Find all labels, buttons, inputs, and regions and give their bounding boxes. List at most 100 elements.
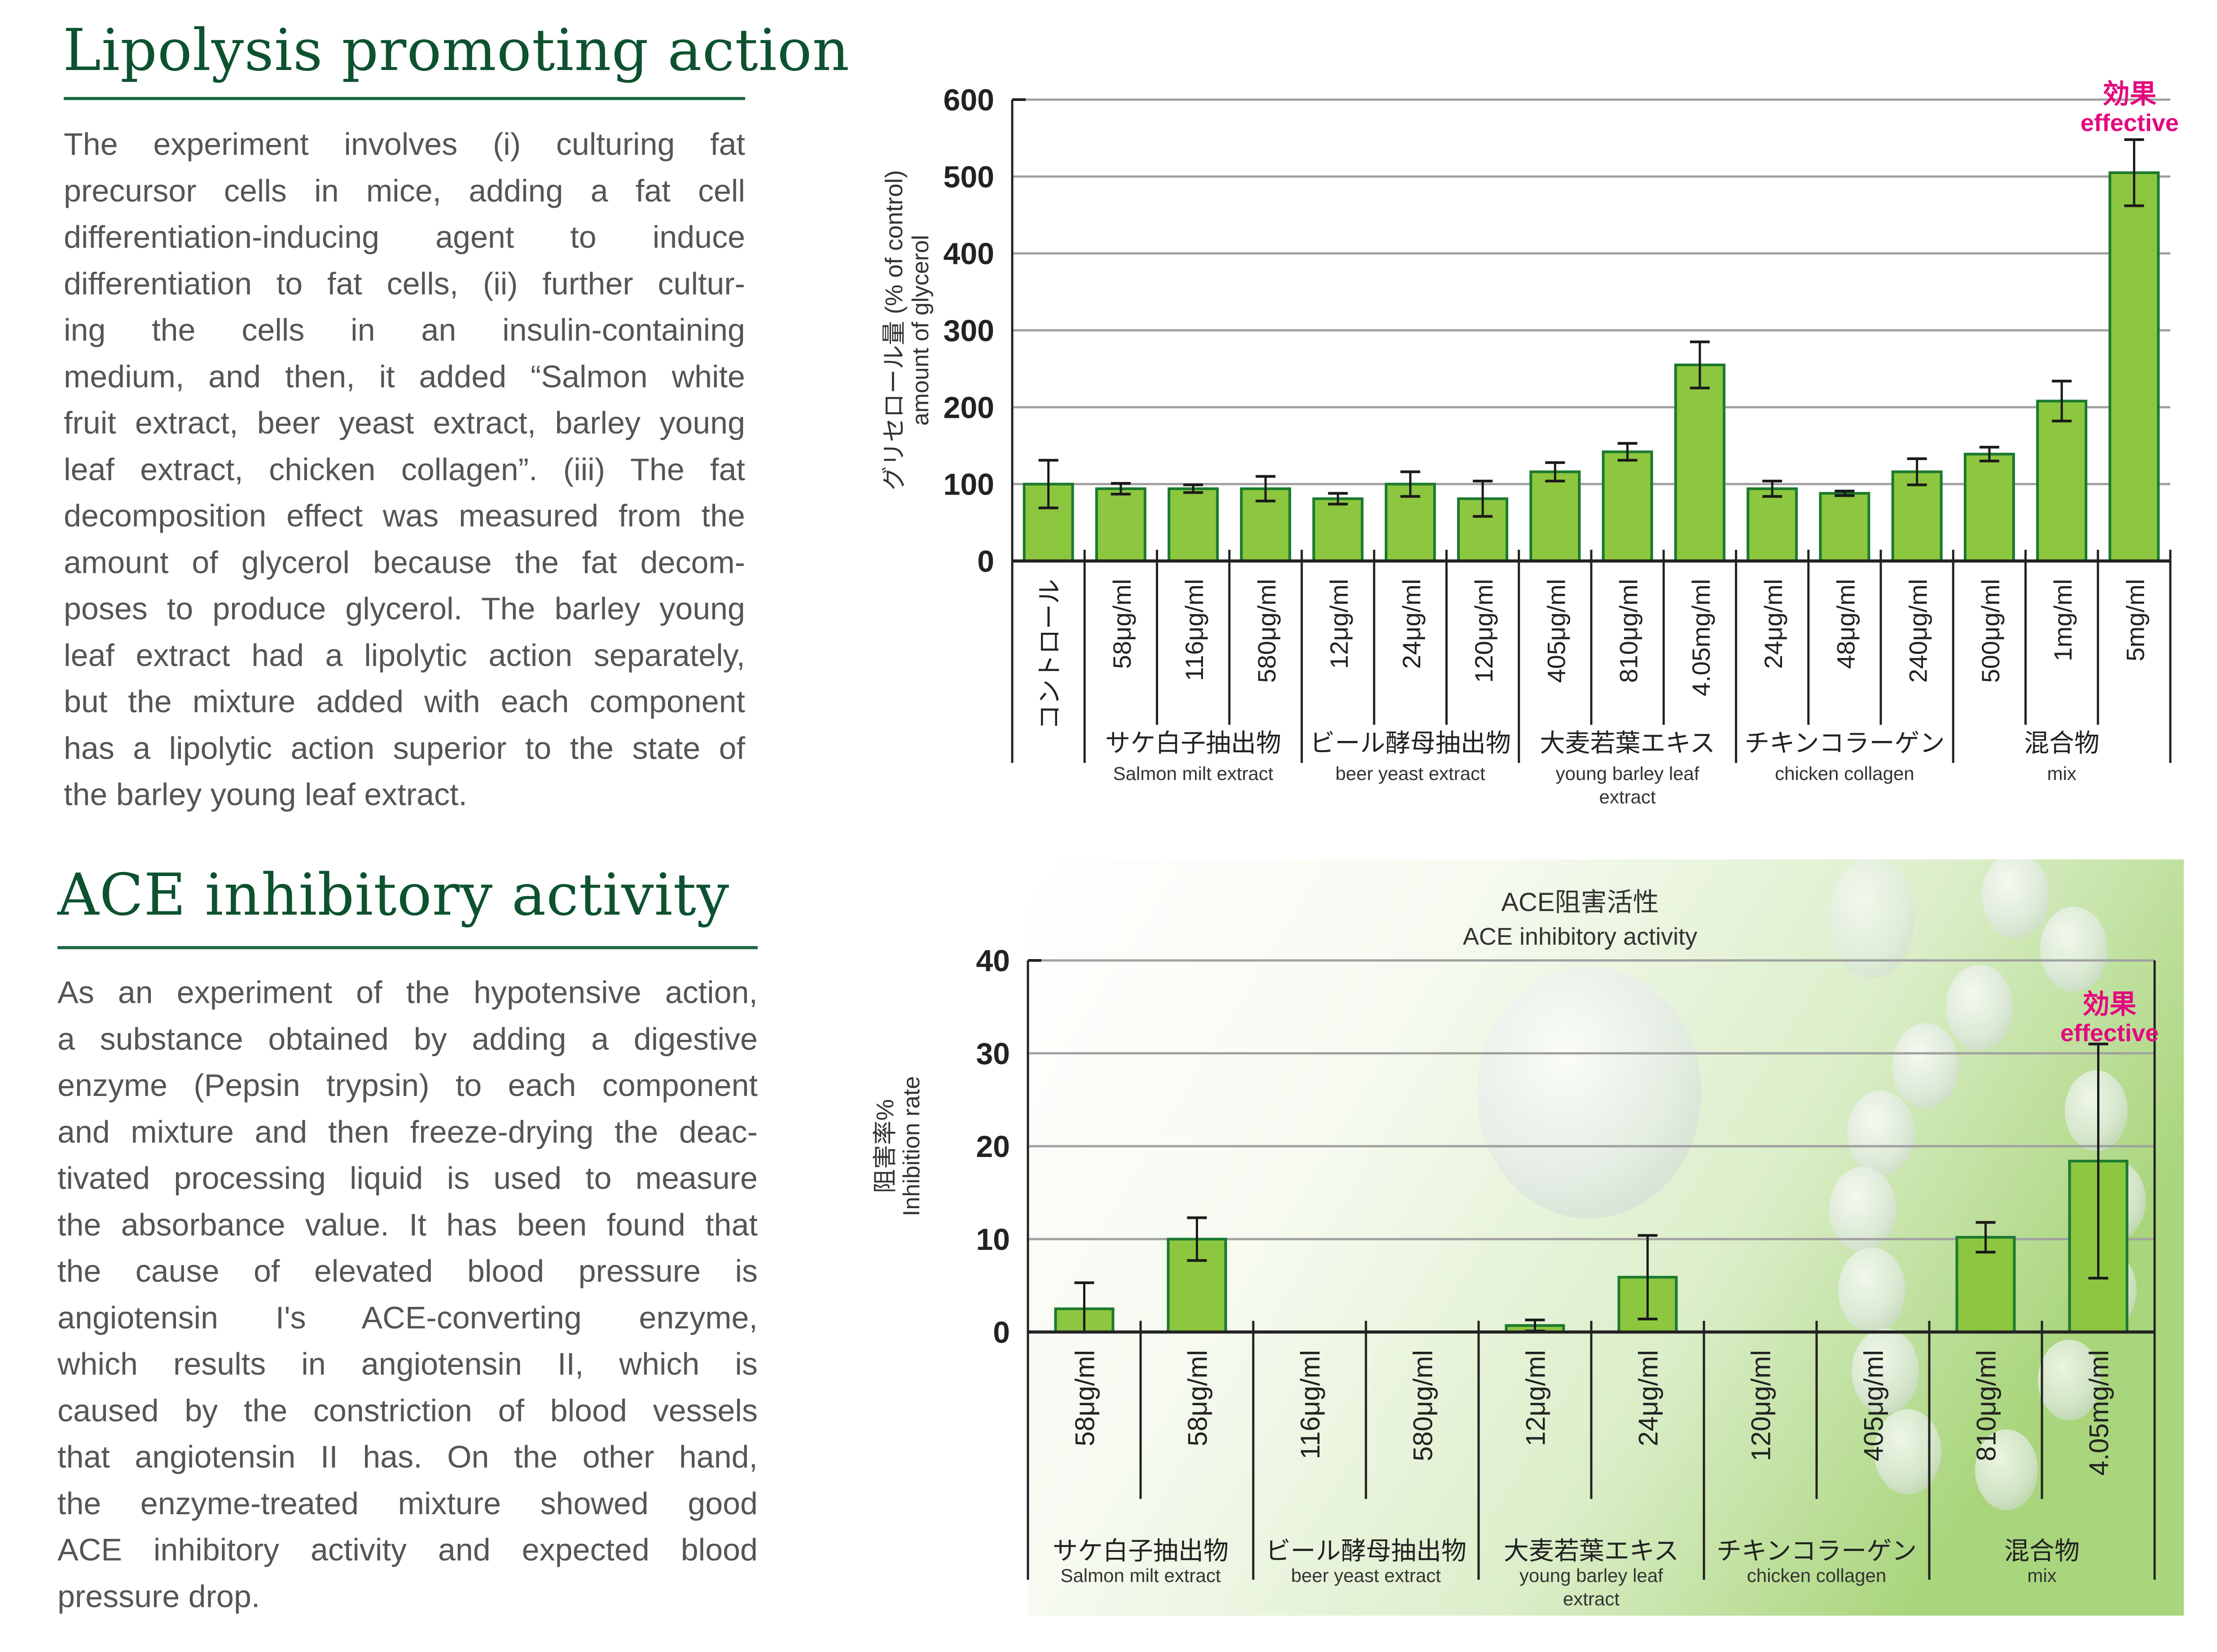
group-label-en: mix <box>2047 763 2076 784</box>
x-tick-label-group: 4.05mg/ml <box>1687 579 1715 696</box>
paragraph-line: precursor cells in mice, adding a fat ce… <box>64 173 745 208</box>
y-tick-label: 10 <box>976 1223 1010 1257</box>
lipolysis-heading-rule <box>64 97 745 100</box>
paragraph-line: a substance obtained by adding a digesti… <box>57 1021 758 1056</box>
ace-heading-rule <box>57 946 758 949</box>
x-tick-label-group: 405μg/ml <box>1542 579 1570 683</box>
x-tick-label-group: 58μg/ml <box>1108 579 1136 669</box>
paragraph-line: has a lipolytic action superior to the s… <box>64 730 745 766</box>
group-label-en: extract <box>1599 786 1656 807</box>
group-label-en: young barley leaf <box>1519 1565 1663 1586</box>
x-tick-label-group: 240μg/ml <box>1904 579 1932 683</box>
group-label-en: Salmon milt extract <box>1113 763 1273 784</box>
x-tick-label-group: 116μg/ml <box>1295 1350 1326 1459</box>
paragraph-line: pressure drop. <box>57 1578 260 1614</box>
x-tick-label: 120μg/ml <box>1470 579 1498 683</box>
paragraph-line: leaf extract had a lipolytic action sepa… <box>64 637 745 673</box>
lipolysis-heading: Lipolysis promoting action <box>63 17 850 84</box>
x-tick-label: 405μg/ml <box>1859 1350 1889 1461</box>
paragraph-line: decomposition effect was measured from t… <box>64 498 745 533</box>
x-tick-label-group: 580μg/ml <box>1408 1350 1438 1461</box>
paragraph-line: but the mixture added with each componen… <box>64 684 745 719</box>
paragraph-line: angiotensin I's ACE-converting enzyme, <box>57 1300 758 1335</box>
bar <box>1312 497 1364 562</box>
paragraph-line: As an experiment of the hypotensive acti… <box>57 975 758 1010</box>
paragraph-line: ACE inhibitory activity and expected blo… <box>57 1532 758 1567</box>
x-tick-label: 580μg/ml <box>1252 579 1281 683</box>
paragraph-line: the cause of elevated blood pressure is <box>57 1253 758 1288</box>
effective-label-en: effective <box>2081 110 2179 136</box>
x-tick-label-group: 120μg/ml <box>1470 579 1498 683</box>
group-label-en: young barley leaf <box>1556 763 1699 784</box>
x-tick-label: 116μg/ml <box>1295 1350 1326 1459</box>
x-tick-label-group: 58μg/ml <box>1070 1350 1100 1446</box>
x-tick-label-group: 5mg/ml <box>2121 579 2149 662</box>
x-tick-label-group: 405μg/ml <box>1859 1350 1889 1461</box>
group-label-en: beer yeast extract <box>1291 1565 1441 1586</box>
x-tick-label-group: コントロール <box>1036 579 1064 730</box>
bar <box>1602 450 1653 562</box>
x-tick-label: 4.05mg/ml <box>2084 1350 2114 1476</box>
y-axis-label: 阻害率% Inhibition rate <box>872 1076 925 1216</box>
paragraph-line: poses to produce glycerol. The barley yo… <box>64 591 745 626</box>
paragraph-line: and mixture and then freeze-drying the d… <box>57 1114 758 1149</box>
bar <box>1747 487 1798 562</box>
y-tick-label: 400 <box>944 237 994 271</box>
chart-subtitle: ACE inhibitory activity <box>1463 923 1697 950</box>
effective-label-jp: 効果 <box>2103 79 2156 109</box>
group-label-en: mix <box>2027 1565 2056 1586</box>
x-tick-label: 810μg/ml <box>1971 1350 2002 1461</box>
y-tick-label: 500 <box>944 160 994 194</box>
paragraph-line: caused by the constriction of blood vess… <box>57 1393 758 1428</box>
bar <box>1963 452 2015 563</box>
paragraph-line: ing the cells in an insulin-containing <box>64 312 745 347</box>
y-tick-label: 40 <box>976 944 1010 978</box>
paragraph-line: that angiotensin II has. On the other ha… <box>57 1439 758 1474</box>
effective-label-en: effective <box>2060 1020 2159 1047</box>
lipolysis-paragraph: The experiment involves (i) culturing fa… <box>64 121 745 818</box>
bar <box>1819 492 1870 563</box>
bar <box>1674 364 1725 562</box>
x-tick-label: 240μg/ml <box>1904 579 1932 683</box>
ace-paragraph: As an experiment of the hypotensive acti… <box>57 969 758 1620</box>
group-label-jp: チキンコラーゲン <box>1744 729 1945 757</box>
paragraph-line: the barley young leaf extract. <box>64 777 467 812</box>
x-tick-label: 500μg/ml <box>1976 579 2005 683</box>
group-label-jp: 混合物 <box>2004 1537 2080 1565</box>
y-tick-label: 30 <box>976 1037 1010 1071</box>
y-tick-label: 0 <box>993 1315 1010 1350</box>
group-label-en: Salmon milt extract <box>1060 1565 1220 1586</box>
bar <box>1095 487 1146 562</box>
x-tick-label: コントロール <box>1036 579 1064 730</box>
x-tick-label-group: 12μg/ml <box>1521 1350 1551 1446</box>
x-tick-label: 120μg/ml <box>1746 1350 1776 1461</box>
y-axis-label-jp: グリセロール量 (% of control) <box>881 170 908 491</box>
y-axis-label-en: amount of glycerol <box>908 235 934 426</box>
group-label-jp: ビール酵母抽出物 <box>1310 729 1511 757</box>
y-tick-label: 0 <box>977 544 994 578</box>
y-tick-label: 20 <box>976 1130 1010 1164</box>
x-tick-label: 58μg/ml <box>1183 1350 1213 1446</box>
bar <box>1168 487 1219 562</box>
x-tick-label: 1mg/ml <box>2049 579 2077 662</box>
ace-heading: ACE inhibitory activity <box>57 862 730 929</box>
x-tick-label-group: 24μg/ml <box>1633 1350 1664 1446</box>
x-tick-label: 58μg/ml <box>1070 1350 1100 1446</box>
paragraph-line: leaf extract, chicken collagen”. (iii) T… <box>64 451 745 487</box>
x-tick-label-group: 12μg/ml <box>1325 579 1353 669</box>
paragraph-line: medium, and then, it added “Salmon white <box>64 359 745 394</box>
group-label-jp: チキンコラーゲン <box>1717 1537 1917 1565</box>
bar <box>1529 470 1581 563</box>
x-tick-label-group: 58μg/ml <box>1183 1350 1213 1446</box>
y-tick-label: 600 <box>944 83 994 117</box>
x-tick-label-group: 4.05mg/ml <box>2084 1350 2114 1476</box>
x-tick-label: 405μg/ml <box>1542 579 1570 683</box>
y-axis-label: グリセロール量 (% of control) amount of glycerol <box>881 170 934 491</box>
paragraph-line: the enzyme-treated mixture showed good <box>57 1485 758 1521</box>
group-label-en: chicken collagen <box>1747 1565 1887 1586</box>
effective-label-jp: 効果 <box>2083 989 2137 1019</box>
x-tick-label: 116μg/ml <box>1180 579 1208 681</box>
glycerol-bar-chart: 0 100 200 300 400 500 600 グリセロール量 (% of control… <box>881 79 2179 807</box>
x-tick-label-group: 24μg/ml <box>1759 579 1787 669</box>
x-tick-label-group: 810μg/ml <box>1615 579 1643 683</box>
